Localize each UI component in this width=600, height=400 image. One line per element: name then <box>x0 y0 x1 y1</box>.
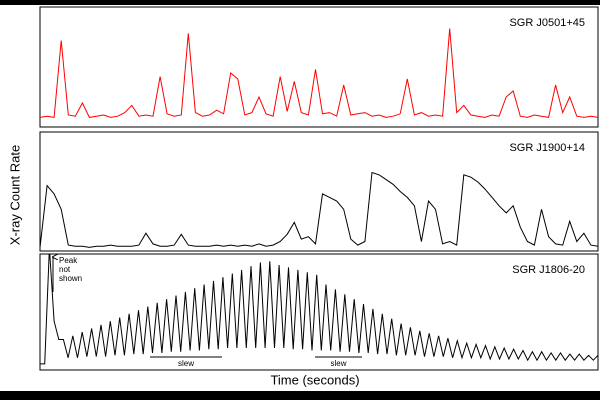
x-axis-label: Time (seconds) <box>270 372 359 387</box>
top-bar <box>0 0 600 5</box>
panel-label: SGR J1900+14 <box>509 142 585 154</box>
slew-label: slew <box>178 359 194 368</box>
annotation: Peak <box>59 256 78 265</box>
slew-label: slew <box>330 359 346 368</box>
panel-frame <box>39 131 599 252</box>
y-axis-label: X-ray Count Rate <box>7 145 22 245</box>
annotation: shown <box>59 274 82 283</box>
series-line <box>40 171 598 248</box>
annotation: not <box>59 265 71 274</box>
panel-frame <box>39 6 599 128</box>
panel-frame <box>39 253 599 371</box>
series-line <box>40 254 598 365</box>
panel-label: SGR J0501+45 <box>509 17 585 29</box>
panel-label: SGR J1806-20 <box>512 264 585 276</box>
series-line <box>40 28 598 118</box>
bottom-bar <box>0 391 600 400</box>
